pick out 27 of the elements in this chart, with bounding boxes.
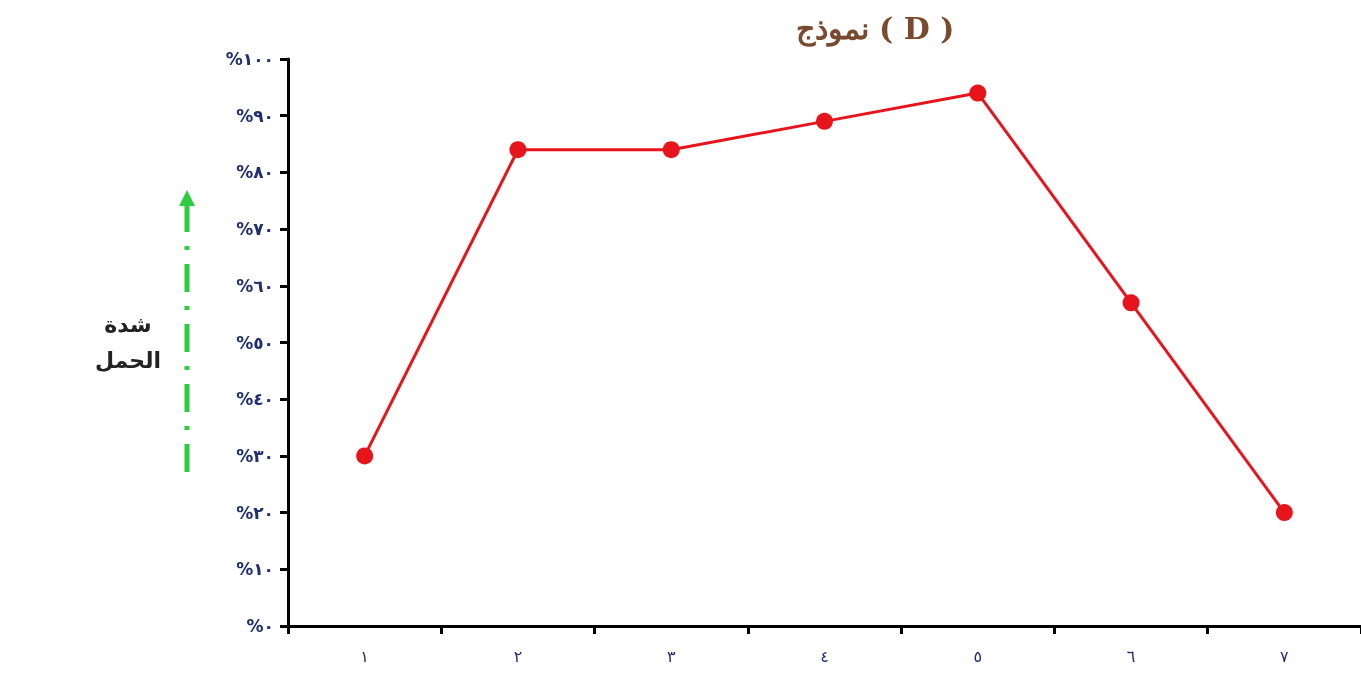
chart-title: نموذج ( D ) [795,10,955,47]
point [662,141,680,159]
x-tick-label: ٢ [513,646,523,666]
point [509,141,527,159]
y-tick-label: %١٠ [236,559,274,580]
y-tick-label: %٠ [246,616,274,636]
point [1275,504,1293,522]
point [816,112,833,130]
y-tick-label: %١٠٠ [225,49,274,69]
x-tick-label: ٧ [1280,646,1290,666]
x-tick-label: ١ [360,646,369,666]
x-tick-label: ٥ [973,646,983,666]
x-tick-label: ٣ [666,646,676,666]
point [1122,294,1140,312]
y-tick-label: %٧٠ [236,219,274,240]
y-tick-label: %٣٠ [236,445,274,466]
x-tick-label: ٤ [820,646,829,666]
y-tick-label: %٤٠ [236,389,274,410]
point [356,447,374,465]
y-axis-title: شدة الحمل [94,312,162,373]
y-tick-label: %٢٠ [236,502,274,523]
point [969,84,987,102]
y-tick-label: %٦٠ [236,275,274,296]
y-tick-label: %٨٠ [236,162,274,183]
y-tick-label: %٩٠ [236,105,274,126]
x-tick-label: ٦ [1126,646,1136,666]
y-tick-label: %٥٠ [236,332,274,353]
